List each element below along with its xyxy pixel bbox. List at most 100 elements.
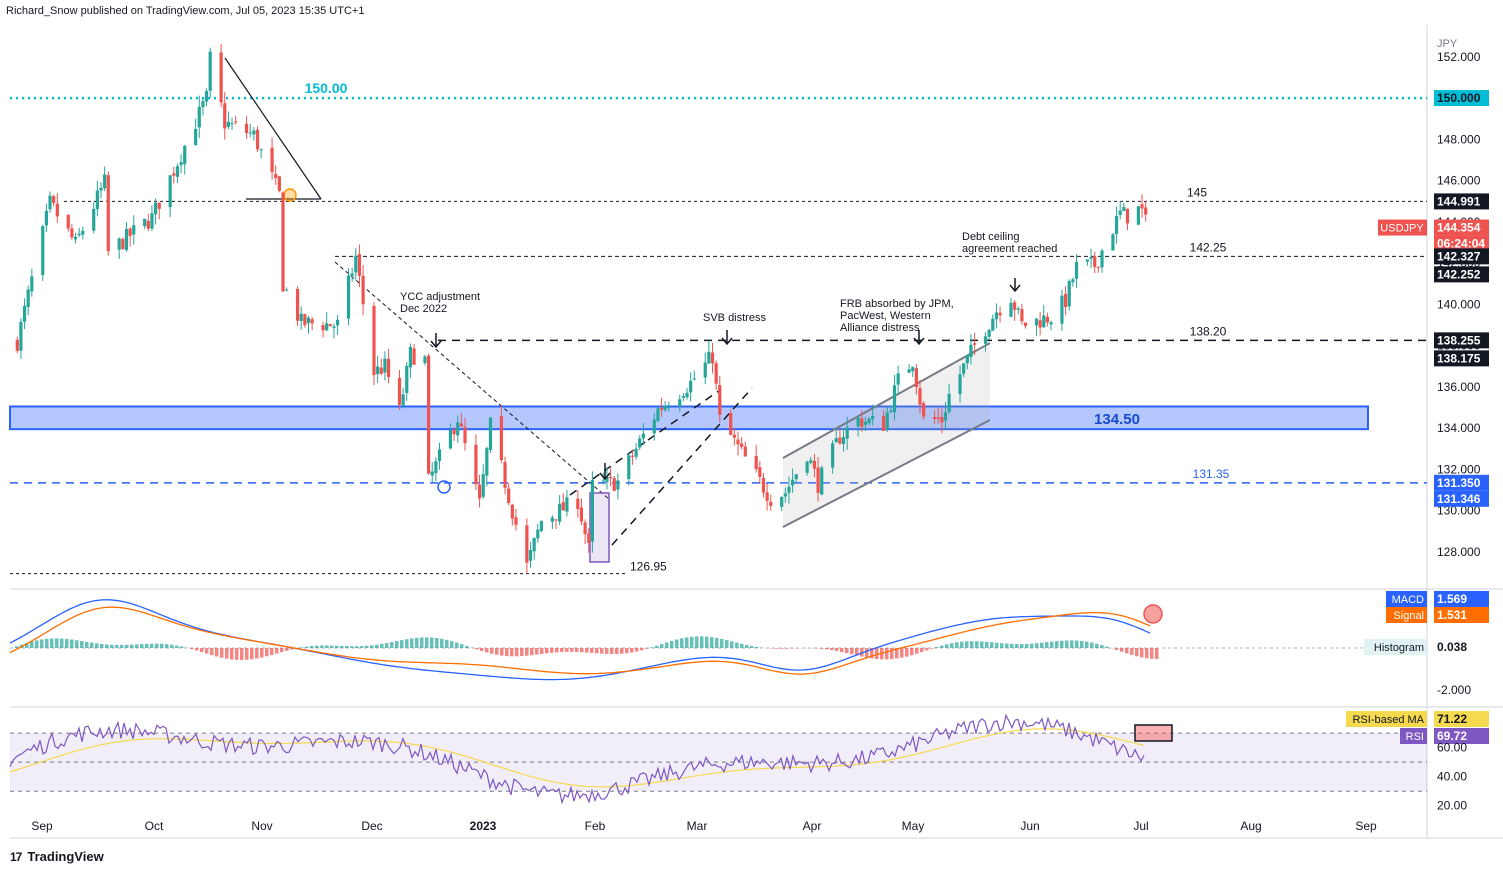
histogram-bar	[975, 641, 979, 648]
histogram-bar	[1050, 641, 1054, 648]
candle	[1016, 308, 1020, 310]
histogram-bar	[480, 648, 484, 651]
histogram-tag-value	[1434, 639, 1489, 655]
time-tick: Feb	[585, 819, 606, 833]
candle	[685, 392, 689, 398]
histogram-bar	[825, 648, 829, 650]
candle	[423, 356, 427, 364]
candle	[194, 128, 198, 146]
candle	[809, 460, 813, 463]
level-label: 145	[1187, 185, 1207, 199]
candle	[918, 388, 922, 405]
support-zone: 134.50	[9, 405, 1369, 431]
time-tick: Mar	[687, 819, 708, 833]
candle	[350, 273, 354, 276]
candle	[143, 218, 147, 227]
histogram-bar	[605, 648, 609, 654]
candle	[401, 394, 405, 406]
histogram-bar	[445, 639, 449, 648]
histogram-bar	[180, 646, 184, 648]
histogram-bar	[545, 648, 549, 654]
price-tick: 148.000	[1437, 132, 1481, 146]
candle	[587, 533, 591, 543]
histogram-bar	[1005, 643, 1009, 648]
candle	[805, 461, 809, 473]
annotation-text: agreement reached	[962, 243, 1057, 255]
grid	[10, 25, 1503, 839]
histogram-bar	[375, 644, 379, 648]
candle	[583, 522, 587, 535]
histogram-bar	[80, 641, 84, 648]
candle	[627, 455, 631, 480]
signal-tag-value	[1434, 607, 1489, 623]
histogram-bar	[315, 645, 319, 648]
candle	[652, 419, 656, 434]
histogram-bar	[230, 648, 234, 660]
histogram-bar	[370, 645, 374, 648]
candle	[528, 549, 533, 561]
histogram-bar	[560, 648, 564, 653]
candle	[794, 474, 798, 480]
histogram-bar	[575, 648, 579, 652]
candle	[22, 306, 27, 322]
histogram-bar	[225, 648, 229, 659]
histogram-bar	[725, 640, 729, 648]
price-tick: 130.000	[1437, 504, 1481, 518]
histogram-bar	[1115, 648, 1119, 651]
candle	[914, 368, 918, 388]
macd-tag-value	[1434, 591, 1489, 607]
histogram-bar	[835, 648, 839, 651]
histogram-bar	[1030, 643, 1034, 648]
histogram-bar	[830, 648, 834, 651]
histogram-bar	[1075, 640, 1079, 648]
histogram-bar	[100, 643, 104, 648]
histogram-bar	[1020, 644, 1024, 648]
histogram-bar	[325, 645, 329, 648]
histogram-bar	[285, 648, 289, 651]
candle	[95, 190, 99, 210]
candle	[638, 438, 642, 448]
macd-line	[9, 599, 1151, 681]
histogram-bar	[355, 646, 359, 648]
time-tick: Sep	[31, 819, 53, 833]
candle	[106, 175, 110, 252]
candle	[124, 228, 129, 251]
signal-tag	[1386, 607, 1427, 623]
candle	[743, 446, 747, 457]
histogram-bar	[705, 636, 709, 648]
trend-line	[611, 387, 753, 546]
histogram-bar	[205, 648, 209, 654]
candle	[732, 434, 736, 438]
candle	[656, 408, 660, 421]
histogram-bar	[610, 648, 614, 655]
footer-brand[interactable]: 17 TradingView	[10, 849, 104, 864]
candle	[270, 147, 274, 172]
trend-drawings	[224, 57, 991, 563]
candle	[641, 433, 645, 439]
candle	[787, 486, 791, 493]
price-tick: 136.000	[1437, 380, 1481, 394]
axis-tag-145-text: 144.991	[1437, 194, 1481, 208]
histogram-bar	[1025, 643, 1029, 648]
histogram-bar	[665, 642, 669, 648]
histogram-bar	[465, 645, 469, 648]
histogram-bar	[55, 638, 59, 648]
rsi-ma-tag-label: RSI-based MA	[1352, 714, 1424, 726]
candle	[427, 355, 431, 474]
axis-tag-142-2	[1434, 266, 1489, 283]
candle	[820, 467, 824, 495]
candle	[892, 385, 897, 413]
candle	[936, 417, 940, 419]
candle	[255, 129, 260, 150]
histogram-bar	[540, 648, 544, 654]
candle	[791, 479, 795, 486]
candle	[780, 497, 784, 507]
histogram-bar	[900, 648, 904, 658]
histogram-bar	[460, 644, 464, 648]
candle	[19, 321, 23, 351]
candle	[354, 255, 358, 273]
candle	[987, 329, 991, 337]
histogram-bar	[860, 648, 864, 657]
histogram-bar	[440, 638, 444, 648]
